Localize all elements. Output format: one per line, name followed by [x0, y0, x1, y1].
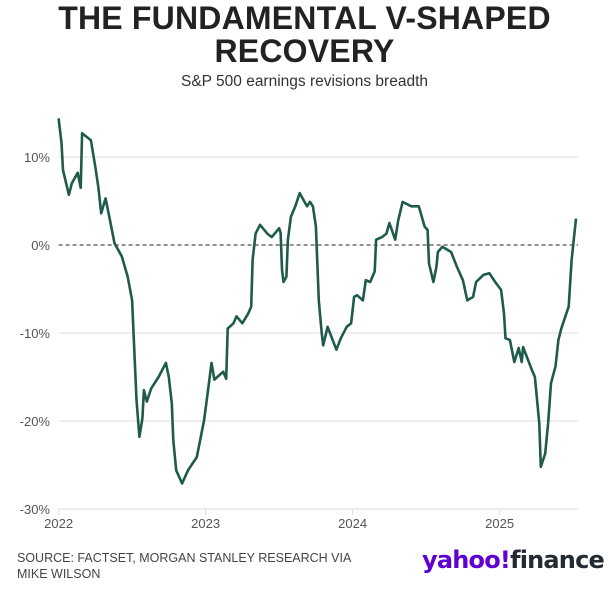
logo-brand: yahoo!: [422, 546, 511, 574]
y-tick-label: 10%: [24, 150, 50, 165]
x-tick-label: 2023: [191, 516, 220, 531]
x-tick-label: 2024: [338, 516, 367, 531]
y-tick-label: -10%: [20, 326, 51, 341]
yahoo-finance-logo: yahoo!finance: [422, 546, 605, 574]
chart-title: THE FUNDAMENTAL V-SHAPED RECOVERY: [58, 0, 551, 69]
y-tick-label: -30%: [20, 502, 51, 517]
chart-subtitle: S&P 500 earnings revisions breadth: [180, 73, 428, 90]
logo-product: finance: [510, 546, 605, 574]
x-tick-label: 2025: [485, 516, 514, 531]
y-tick-label: -20%: [20, 414, 51, 429]
source-note: SOURCE: FACTSET, MORGAN STANLEY RESEARCH…: [17, 551, 351, 581]
x-tick-label: 2022: [44, 516, 73, 531]
y-tick-label: 0%: [31, 238, 50, 253]
series-line: [57, 118, 578, 485]
